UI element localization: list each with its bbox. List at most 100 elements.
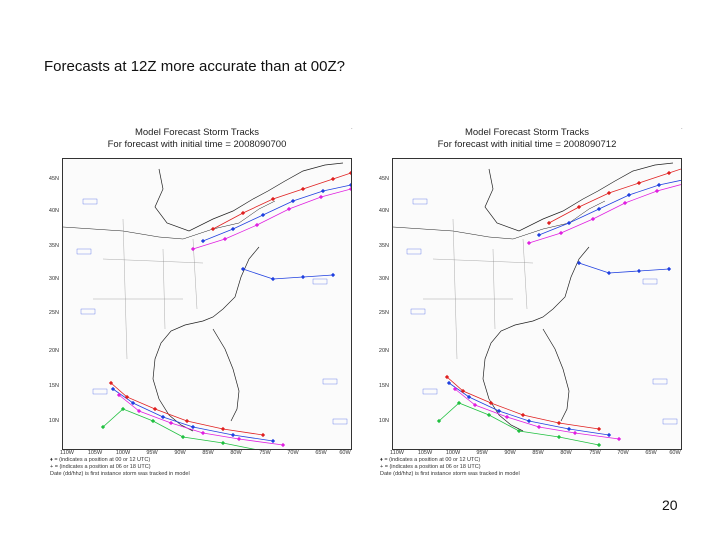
track-point-marker xyxy=(230,432,236,438)
lat-label: 35N xyxy=(48,243,59,249)
panel-title: Model Forecast Storm Tracks For forecast… xyxy=(370,127,684,151)
track-point-marker xyxy=(260,212,266,218)
track-point-marker xyxy=(190,246,196,252)
legend-line: ♦ = (indicates a position at 00 or 12 UT… xyxy=(50,457,151,463)
coastline xyxy=(482,162,674,432)
border-line xyxy=(393,200,606,240)
lon-label: 95W xyxy=(476,450,488,456)
lon-label: 70W xyxy=(287,450,299,456)
track-point-marker xyxy=(180,434,186,440)
track-point-marker xyxy=(184,418,190,424)
storm-label-box xyxy=(332,418,348,425)
storm-track-line xyxy=(528,184,681,244)
storm-label-box xyxy=(312,278,328,285)
storm-label-box xyxy=(406,248,422,255)
corner-mark: . xyxy=(351,125,353,131)
track-point-marker xyxy=(270,276,276,282)
storm-label-box xyxy=(662,418,678,425)
state-lines xyxy=(93,218,204,360)
panel-title-line2: For forecast with initial time = 2008090… xyxy=(107,139,287,150)
track-point-marker xyxy=(240,266,246,272)
track-point-marker xyxy=(230,226,236,232)
track-point-marker xyxy=(666,170,672,176)
track-point-marker xyxy=(546,220,552,226)
legend-line: Date (dd/hhz) is first instance storm wa… xyxy=(50,471,190,477)
longitude-labels: 110W 105W 100W 95W 90W 85W 80W 75W 70W 6… xyxy=(390,450,681,458)
storm-track-map-svg xyxy=(393,162,681,448)
track-point-marker xyxy=(596,206,602,212)
track-point-marker xyxy=(572,430,578,436)
track-point-marker xyxy=(566,426,572,432)
lon-label: 60W xyxy=(669,450,681,456)
track-point-marker xyxy=(526,240,532,246)
slide-title: Forecasts at 12Z more accurate than at 0… xyxy=(44,58,345,75)
track-point-marker xyxy=(210,226,216,232)
storm-label-box xyxy=(422,388,438,395)
storm-label-box xyxy=(410,308,426,315)
track-point-marker xyxy=(160,414,166,420)
map-legend: ♦ = (indicates a position at 00 or 12 UT… xyxy=(380,457,680,478)
track-point-marker xyxy=(536,232,542,238)
track-point-marker xyxy=(558,230,564,236)
storm-label-box xyxy=(82,198,98,205)
lat-label: 25N xyxy=(48,310,59,316)
legend-line: + = (indicates a position at 06 or 18 UT… xyxy=(50,464,151,470)
lon-label: 85W xyxy=(202,450,214,456)
track-point-marker xyxy=(606,190,612,196)
track-point-marker xyxy=(348,170,351,176)
track-point-marker xyxy=(626,192,632,198)
lon-label: 80W xyxy=(230,450,242,456)
lat-label: 45N xyxy=(48,176,59,182)
storm-label-box xyxy=(412,198,428,205)
storm-track-line xyxy=(192,188,351,250)
storm-track-line xyxy=(454,388,620,440)
track-point-marker xyxy=(536,424,542,430)
track-point-marker xyxy=(286,206,292,212)
track-point-marker xyxy=(616,436,622,442)
lon-label: 75W xyxy=(259,450,271,456)
track-point-marker xyxy=(330,272,336,278)
lat-label: 40N xyxy=(48,208,59,214)
corner-mark: . xyxy=(681,125,683,131)
lon-label: 105W xyxy=(417,450,433,456)
track-point-marker xyxy=(260,432,266,438)
panel-title-line1: Model Forecast Storm Tracks xyxy=(134,127,260,138)
track-point-marker xyxy=(222,236,228,242)
border-line xyxy=(63,200,276,240)
track-point-marker xyxy=(270,196,276,202)
storm-track-line xyxy=(548,168,681,224)
lat-label: 20N xyxy=(378,348,389,354)
storm-track-line xyxy=(448,382,610,436)
track-point-marker xyxy=(636,180,642,186)
lon-label: 70W xyxy=(617,450,629,456)
state-lines xyxy=(423,218,534,360)
storm-track-line xyxy=(538,179,681,236)
track-point-marker xyxy=(486,412,492,418)
track-point-marker xyxy=(290,198,296,204)
track-point-marker xyxy=(596,442,602,448)
track-point-marker xyxy=(200,430,206,436)
track-point-marker xyxy=(300,186,306,192)
storm-label-box xyxy=(92,388,108,395)
lat-label: 20N xyxy=(48,348,59,354)
track-point-marker xyxy=(200,238,206,244)
track-point-marker xyxy=(168,420,174,426)
storm-track-map-svg xyxy=(63,162,351,449)
lat-label: 30N xyxy=(378,276,389,282)
forecast-map-panel-00z: Model Forecast Storm Tracks For forecast… xyxy=(40,125,354,487)
storm-label-box xyxy=(76,248,92,255)
track-point-marker xyxy=(606,432,612,438)
track-point-marker xyxy=(520,412,526,418)
storm-track-map xyxy=(62,158,352,450)
storm-track-line xyxy=(118,394,284,446)
track-point-marker xyxy=(130,400,136,406)
lon-label: 110W xyxy=(390,450,404,456)
track-point-marker xyxy=(240,210,246,216)
track-point-marker xyxy=(348,182,351,188)
lon-label: 100W xyxy=(115,450,131,456)
lat-label: 10N xyxy=(48,418,59,424)
legend-line: Date (dd/hhz) is first instance storm wa… xyxy=(380,471,520,477)
storm-track-line xyxy=(446,376,600,430)
legend-line: + = (indicates a position at 06 or 18 UT… xyxy=(380,464,481,470)
track-point-marker xyxy=(190,424,196,430)
